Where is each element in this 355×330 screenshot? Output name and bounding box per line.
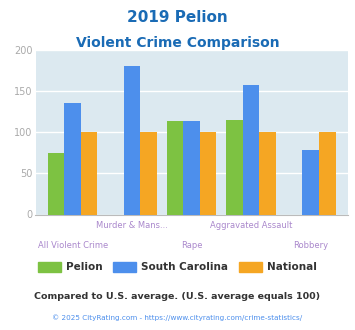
Text: Robbery: Robbery — [293, 241, 328, 250]
Bar — [319, 132, 335, 214]
Legend: Pelion, South Carolina, National: Pelion, South Carolina, National — [34, 258, 321, 277]
Text: Murder & Mans...: Murder & Mans... — [96, 221, 168, 230]
Bar — [64, 103, 81, 214]
Text: Violent Crime Comparison: Violent Crime Comparison — [76, 36, 279, 50]
Bar — [167, 121, 184, 214]
Bar — [243, 85, 260, 214]
Bar — [124, 66, 141, 214]
Bar — [226, 120, 243, 214]
Text: All Violent Crime: All Violent Crime — [38, 241, 108, 250]
Bar — [184, 121, 200, 214]
Text: © 2025 CityRating.com - https://www.cityrating.com/crime-statistics/: © 2025 CityRating.com - https://www.city… — [53, 314, 302, 321]
Text: 2019 Pelion: 2019 Pelion — [127, 10, 228, 25]
Bar — [200, 132, 217, 214]
Text: Compared to U.S. average. (U.S. average equals 100): Compared to U.S. average. (U.S. average … — [34, 292, 321, 301]
Text: Rape: Rape — [181, 241, 202, 250]
Bar — [48, 152, 64, 214]
Text: Aggravated Assault: Aggravated Assault — [210, 221, 293, 230]
Bar — [260, 132, 276, 214]
Bar — [302, 150, 319, 214]
Bar — [81, 132, 98, 214]
Bar — [141, 132, 157, 214]
